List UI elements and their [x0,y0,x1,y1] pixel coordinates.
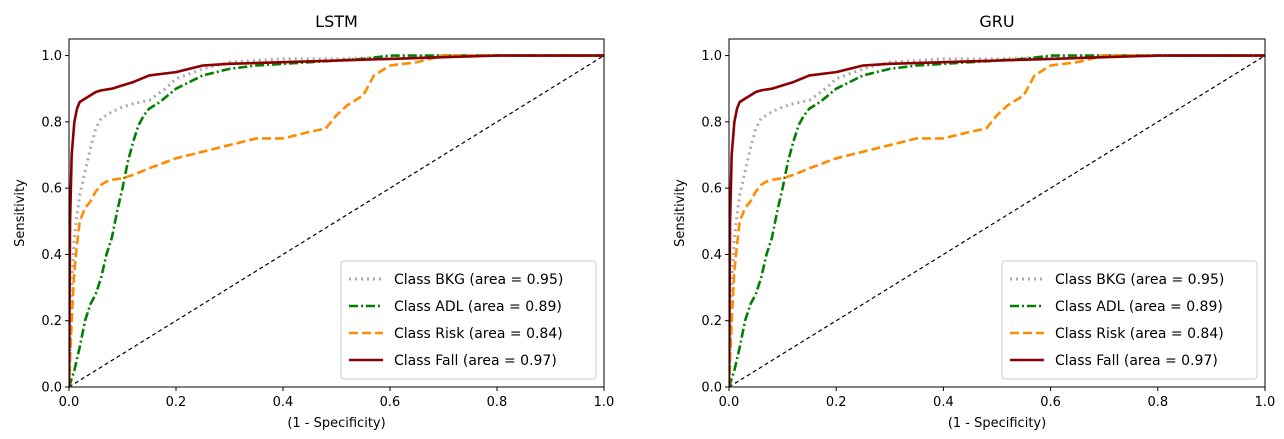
x-axis-label: (1 - Specificity) [948,416,1046,431]
series-line-4 [729,54,1265,387]
y-tick-label: 1.0 [41,49,62,64]
chart-panel-1: LSTM 0.0 0.2 0.4 0.6 0.8 1.0 0.0 0.2 0.4 0.6 0.8 1.0… [13,12,614,431]
chart-panel-2: GRU 0.0 0.2 0.4 0.6 0.8 1.0 0.0 0.2 0.4 0.6 0.8 1.0 (… [673,12,1275,431]
y-tick-label: 0.2 [701,314,722,329]
y-tick-label: 0.4 [701,248,722,263]
x-tick-label: 0.0 [59,395,80,410]
legend-label: Class ADL (area = 0.89) [394,299,562,315]
legend: Class BKG (area = 0.95) Class ADL (area =… [1001,260,1258,380]
series-line-1 [729,54,1265,387]
x-tick-label: 0.8 [1147,395,1168,410]
x-tick-label: 0.0 [719,395,740,410]
y-tick-label: 0.0 [41,381,62,396]
y-tick-label: 0.2 [41,314,62,329]
plot-frame [728,38,1266,388]
chart-title: LSTM [315,12,358,31]
y-axis-label: Sensitivity [13,179,28,247]
legend-label: Class Risk (area = 0.84) [394,326,563,342]
x-axis-label: (1 - Specificity) [287,416,385,431]
legend-label: Class Fall (area = 0.97) [1055,353,1218,369]
x-tick-label: 1.0 [594,395,615,410]
x-tick-label: 0.4 [273,395,294,410]
legend-label: Class Risk (area = 0.84) [1055,326,1224,342]
y-tick-label: 1.0 [701,49,722,64]
y-tick-label: 0.6 [41,182,62,197]
legend-label: Class Fall (area = 0.97) [394,353,557,369]
x-tick-label: 0.4 [933,395,954,410]
plot-area [729,54,1265,387]
x-tick-label: 1.0 [1255,395,1276,410]
legend: Class BKG (area = 0.95) Class ADL (area =… [340,260,597,380]
plot-frame [68,38,605,388]
x-tick-label: 0.6 [1040,395,1061,410]
y-tick-label: 0.4 [41,248,62,263]
legend-box [340,260,597,380]
series-line-1 [69,54,604,387]
x-tick-label: 0.2 [166,395,187,410]
y-tick-label: 0.8 [41,115,62,130]
legend-label: Class BKG (area = 0.95) [1055,272,1224,288]
y-tick-label: 0.0 [701,381,722,396]
x-tick-label: 0.2 [826,395,847,410]
legend-box [1001,260,1258,380]
legend-label: Class BKG (area = 0.95) [394,272,563,288]
x-tick-label: 0.8 [487,395,508,410]
legend-label: Class ADL (area = 0.89) [1055,299,1223,315]
y-tick-label: 0.6 [701,182,722,197]
chance-diagonal-line [729,55,1265,387]
plot-area [69,54,604,387]
x-tick-label: 0.6 [380,395,401,410]
chart-title: GRU [979,12,1014,31]
y-tick-label: 0.8 [701,115,722,130]
series-line-3 [69,54,604,387]
series-line-4 [69,54,604,387]
series-line-3 [729,54,1265,387]
y-axis-label: Sensitivity [673,179,688,247]
